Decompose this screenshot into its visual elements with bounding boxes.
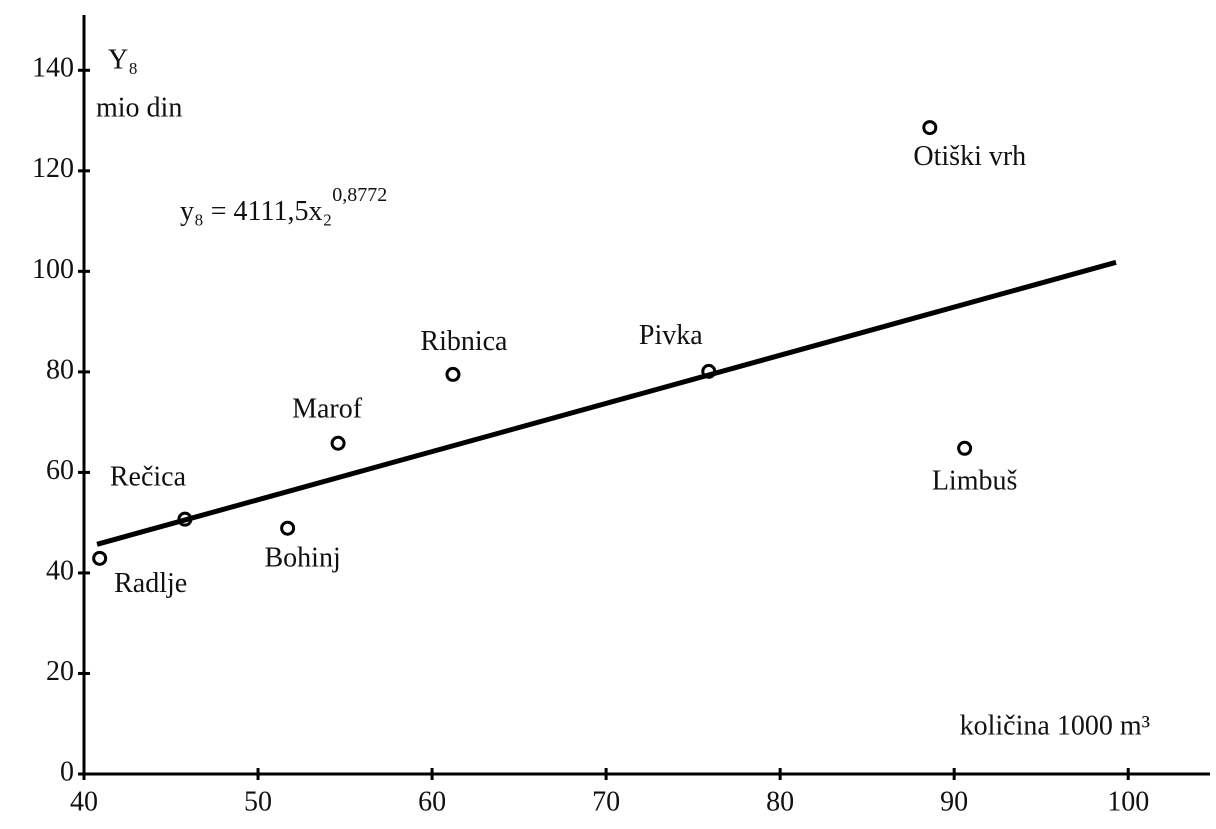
x-tick-label: 70 xyxy=(592,786,620,817)
point-label: Pivka xyxy=(639,320,703,351)
y-tick-label: 120 xyxy=(32,153,74,184)
y-tick-label: 0 xyxy=(60,756,74,787)
y-tick-label: 40 xyxy=(46,555,74,586)
y-tick-label: 80 xyxy=(46,354,74,385)
y-axis-label: Y₈ xyxy=(108,44,138,75)
x-tick-label: 60 xyxy=(418,786,446,817)
point xyxy=(957,440,973,456)
y-tick-label: 100 xyxy=(32,254,74,285)
x-tick-label: 80 xyxy=(766,786,794,817)
point xyxy=(445,366,461,382)
point-label: Radlje xyxy=(114,568,187,599)
point xyxy=(280,520,296,536)
point-label: Ribnica xyxy=(420,326,508,357)
x-tick-label: 90 xyxy=(940,786,968,817)
fit-line xyxy=(96,259,1117,547)
equation: y₈ = 4111,5x₂0,8772 xyxy=(180,184,387,228)
y-tick-label: 140 xyxy=(32,53,74,84)
point-label: Otiški vrh xyxy=(913,141,1026,172)
x-tick-label: 50 xyxy=(244,786,272,817)
x-tick-label: 100 xyxy=(1107,786,1149,817)
point-label: Marof xyxy=(292,394,363,425)
equation-base: y₈ = 4111,5x₂ xyxy=(180,196,332,227)
point-label: Limbuš xyxy=(932,466,1018,497)
y-tick-label: 20 xyxy=(46,656,74,687)
point xyxy=(330,435,346,451)
point-label: Bohinj xyxy=(265,543,341,574)
point xyxy=(92,550,108,566)
y-axis-unit: mio din xyxy=(96,92,182,123)
x-axis-label: količina 1000 m³ xyxy=(960,710,1150,741)
point-label: Rečica xyxy=(110,462,187,493)
point xyxy=(922,120,938,136)
y-tick-label: 60 xyxy=(46,455,74,486)
x-tick-label: 40 xyxy=(70,786,98,817)
equation-exponent: 0,8772 xyxy=(332,184,387,206)
